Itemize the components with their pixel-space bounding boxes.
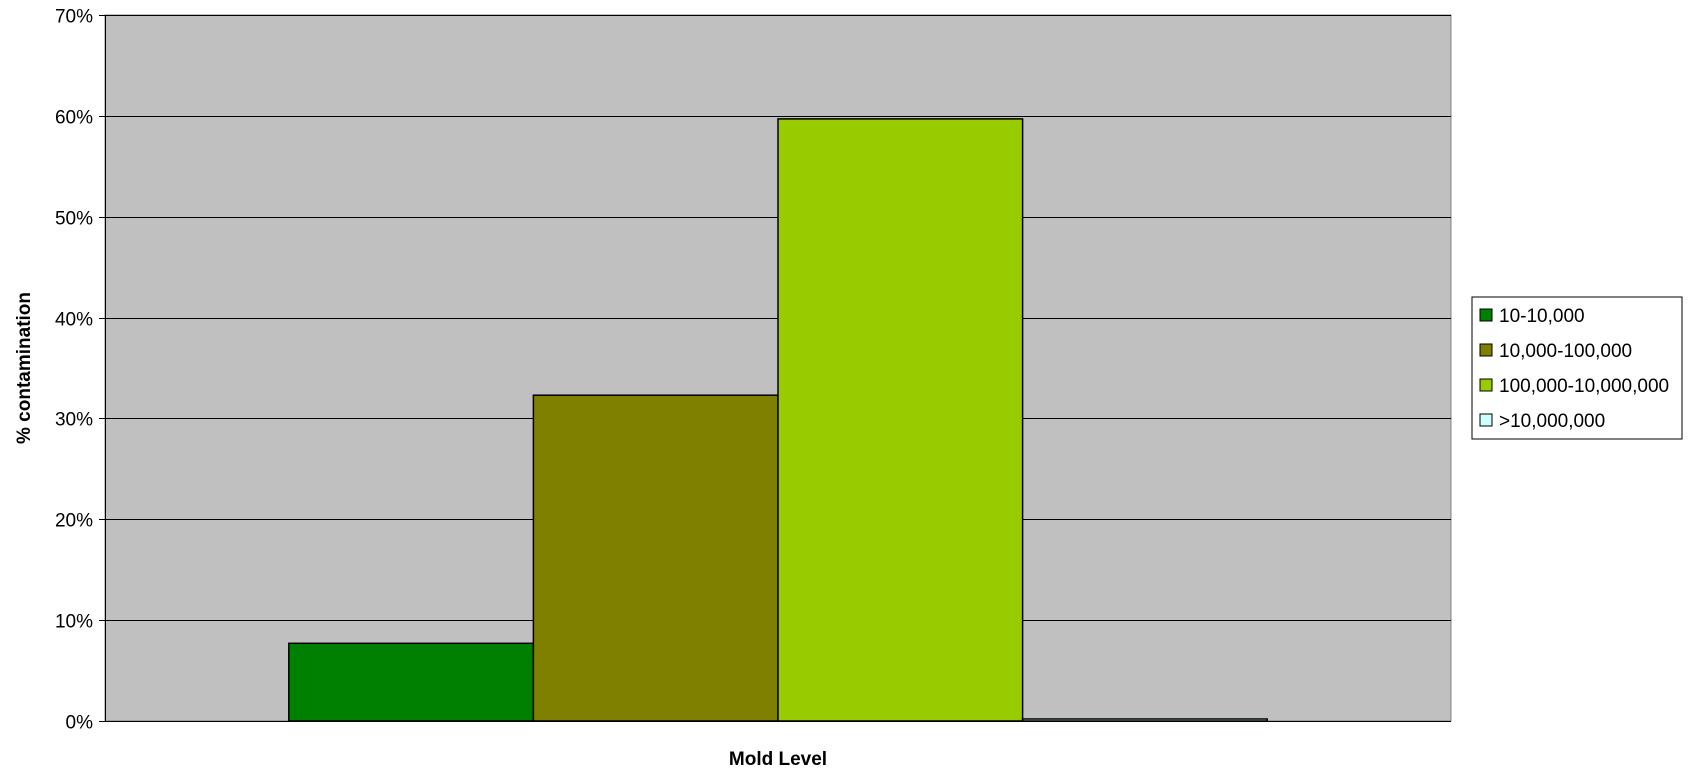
x-axis-title: Mold Level [729, 749, 827, 769]
bar-1 [288, 642, 535, 722]
bar-2 [532, 394, 779, 722]
legend-swatch [1479, 378, 1493, 392]
legend-swatch [1479, 343, 1493, 357]
y-tick-label: 10% [55, 612, 93, 633]
bars [288, 118, 1268, 722]
y-tick-label: 20% [55, 511, 93, 532]
legend-swatch [1479, 308, 1493, 322]
legend-label: 10-10,000 [1499, 306, 1585, 327]
y-tick-label: 40% [55, 310, 93, 331]
legend: 10-10,000 10,000-100,000 100,000-10,000,00… [1471, 296, 1683, 440]
y-tick-label: 0% [66, 713, 94, 734]
y-tick-label: 70% [55, 7, 93, 28]
y-axis: 0% 10% 20% 30% 40% 50% 60% 70% [55, 7, 1451, 734]
y-tick-label: 50% [55, 209, 93, 230]
legend-label: >10,000,000 [1499, 411, 1605, 432]
legend-box [1471, 296, 1683, 440]
legend-label: 10,000-100,000 [1499, 341, 1632, 362]
y-tick-label: 30% [55, 410, 93, 431]
bar-4 [1021, 718, 1268, 722]
y-axis-title: % contamination [14, 292, 35, 444]
legend-label: 100,000-10,000,000 [1499, 376, 1669, 397]
bar-3 [777, 118, 1024, 722]
legend-swatch [1479, 413, 1493, 427]
y-tick-label: 60% [55, 108, 93, 129]
